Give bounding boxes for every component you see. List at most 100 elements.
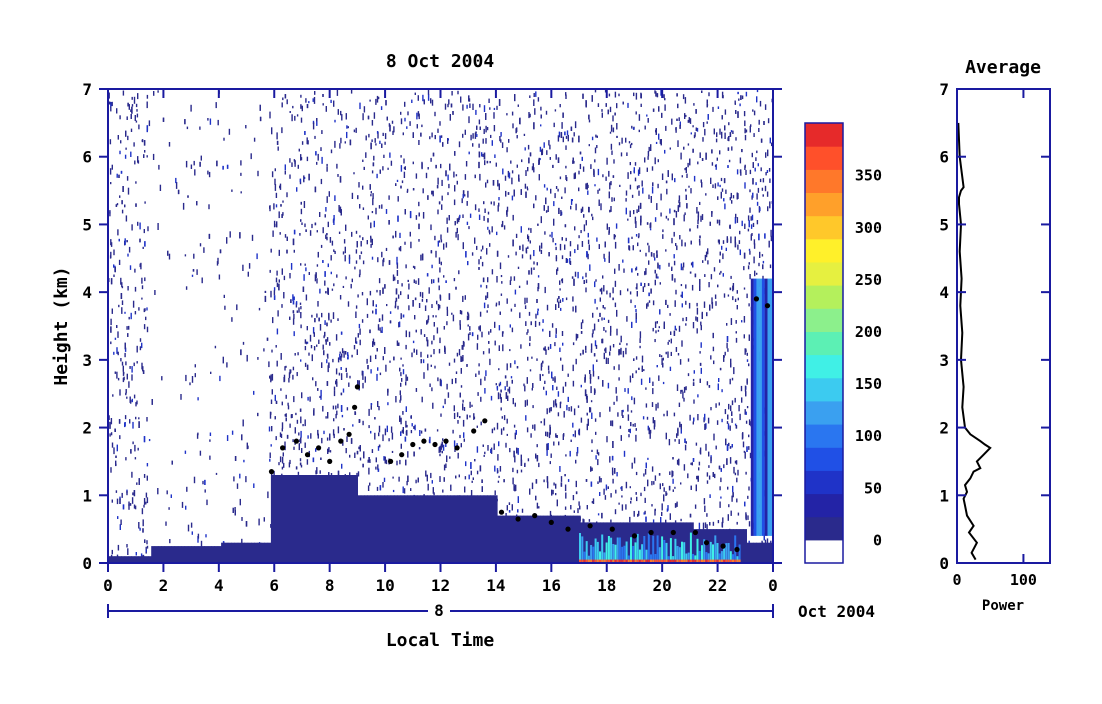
noise-speckle [351, 192, 354, 199]
noise-speckle [620, 435, 622, 441]
noise-speckle [463, 407, 466, 411]
noise-speckle [588, 244, 590, 251]
noise-speckle [169, 539, 171, 544]
noise-speckle [483, 128, 485, 134]
boundary-layer-column [443, 495, 448, 563]
noise-speckle [427, 315, 430, 321]
noise-speckle [654, 217, 657, 222]
noise-speckle [535, 313, 537, 319]
noise-speckle [616, 123, 618, 130]
noise-speckle [746, 446, 748, 452]
noise-speckle [508, 172, 511, 179]
noise-speckle [718, 402, 720, 406]
noise-speckle [144, 201, 146, 204]
noise-speckle [474, 132, 477, 139]
boundary-layer-bright [732, 554, 734, 563]
noise-speckle [485, 370, 487, 377]
noise-speckle [509, 324, 511, 328]
noise-speckle [236, 483, 239, 489]
noise-speckle [242, 419, 244, 427]
noise-speckle [712, 184, 714, 188]
noise-speckle [292, 310, 295, 314]
boundary-layer-column [111, 556, 116, 563]
noise-speckle [127, 286, 129, 291]
noise-speckle [553, 201, 555, 207]
cloud-base-point [753, 296, 760, 302]
noise-speckle [676, 384, 679, 391]
noise-speckle [400, 313, 402, 320]
noise-speckle [730, 192, 732, 199]
noise-speckle [111, 549, 113, 555]
noise-speckle [546, 476, 549, 483]
noise-speckle [517, 104, 519, 107]
noise-speckle [356, 349, 358, 355]
noise-speckle [630, 497, 632, 501]
noise-speckle [563, 411, 565, 418]
noise-speckle [687, 358, 690, 362]
noise-speckle [587, 418, 589, 426]
noise-speckle [585, 183, 587, 190]
noise-speckle [547, 443, 549, 450]
noise-speckle [382, 166, 384, 171]
noise-speckle [281, 466, 284, 470]
noise-speckle [295, 301, 298, 305]
noise-speckle [434, 235, 436, 241]
noise-speckle [561, 255, 564, 260]
noise-speckle [660, 139, 662, 146]
noise-speckle [638, 205, 640, 212]
noise-speckle [518, 285, 521, 288]
noise-speckle [321, 156, 323, 164]
noise-speckle [109, 139, 112, 145]
noise-speckle [324, 331, 326, 337]
noise-speckle [731, 418, 733, 423]
noise-speckle [407, 451, 409, 458]
noise-speckle [329, 450, 332, 453]
noise-speckle [730, 405, 732, 412]
noise-speckle [680, 423, 682, 430]
noise-speckle [535, 195, 537, 201]
noise-speckle [548, 252, 550, 257]
noise-speckle [704, 413, 706, 421]
noise-speckle [142, 528, 144, 533]
noise-speckle [204, 489, 206, 493]
noise-speckle [615, 489, 617, 494]
boundary-layer-column [477, 495, 481, 563]
noise-speckle [137, 221, 139, 226]
noise-speckle [713, 360, 715, 365]
noise-speckle [357, 471, 360, 477]
noise-speckle [139, 346, 142, 351]
noise-speckle [741, 397, 743, 403]
surface-return [621, 559, 624, 563]
noise-speckle [362, 113, 364, 121]
y-tick-label: 7 [82, 80, 92, 99]
noise-speckle [668, 262, 670, 267]
boundary-layer-column [749, 542, 754, 563]
boundary-layer-column [297, 475, 302, 563]
noise-speckle [311, 314, 313, 318]
noise-speckle [499, 311, 501, 315]
surface-return [656, 559, 659, 563]
noise-speckle [234, 510, 236, 516]
noise-speckle [595, 134, 597, 138]
noise-speckle [338, 205, 340, 212]
boundary-layer-column [736, 529, 741, 563]
noise-speckle [499, 136, 501, 142]
noise-speckle [184, 254, 187, 257]
noise-speckle [441, 441, 443, 448]
noise-speckle [409, 121, 411, 126]
noise-speckle [462, 399, 464, 403]
noise-speckle [400, 111, 402, 115]
noise-speckle [137, 447, 139, 451]
noise-speckle [667, 170, 669, 177]
noise-speckle [286, 434, 289, 439]
noise-speckle [544, 346, 546, 351]
noise-speckle [717, 196, 719, 200]
noise-speckle [684, 444, 687, 451]
noise-speckle [302, 424, 304, 427]
noise-speckle [488, 341, 490, 344]
y-tick-label: 0 [82, 554, 92, 573]
noise-speckle [710, 274, 713, 280]
noise-speckle [111, 308, 113, 314]
noise-speckle [543, 347, 545, 351]
noise-speckle [385, 247, 388, 251]
